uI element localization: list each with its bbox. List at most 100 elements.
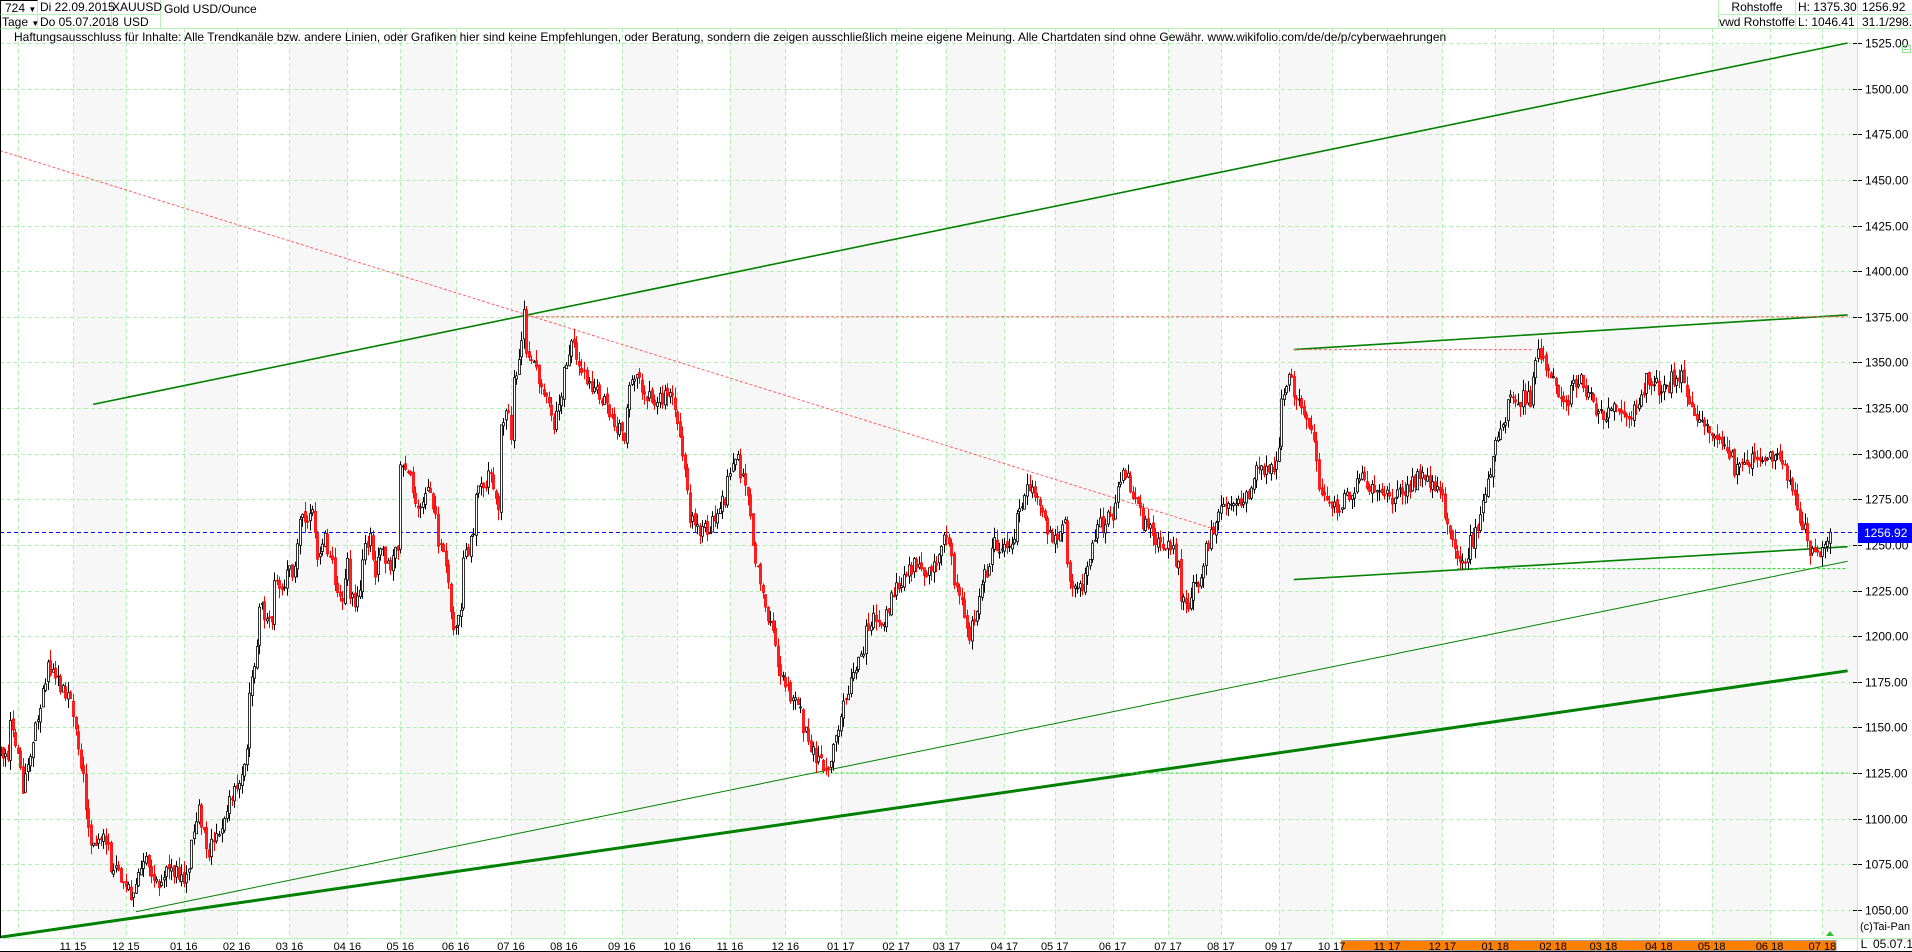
candle-up	[1217, 511, 1220, 523]
candle-down	[434, 505, 437, 515]
candle-up	[1494, 439, 1497, 456]
candle-down	[14, 732, 17, 747]
candle-down	[764, 594, 767, 608]
candle-up	[1177, 561, 1180, 569]
candle-up	[1026, 484, 1029, 497]
candle-down	[75, 716, 78, 730]
disclaimer-text: Haftungsausschluss für Inhalte: Alle Tre…	[14, 30, 1447, 44]
candle-up	[971, 620, 974, 642]
month-band	[1603, 45, 1659, 938]
candle-up	[1502, 424, 1505, 428]
candle-up	[1570, 385, 1573, 405]
price-tick-label: 1225.00	[1865, 585, 1909, 599]
candle-up	[1255, 465, 1258, 481]
candle-down	[1310, 425, 1313, 431]
candle-up	[424, 493, 427, 505]
candle-down	[784, 677, 787, 688]
candle-up	[364, 543, 367, 561]
candle-up	[1242, 501, 1245, 505]
candle-down	[304, 511, 307, 523]
candle-up	[1821, 547, 1824, 557]
candle-down	[948, 537, 951, 545]
candle-down	[1124, 470, 1127, 479]
month-label: 01 18	[1481, 941, 1509, 952]
candle-down	[437, 513, 440, 547]
candle-up	[1283, 394, 1286, 400]
candle-up	[799, 706, 802, 709]
candle-down	[1648, 372, 1651, 385]
month-label: 04 17	[991, 941, 1019, 952]
candle-up	[782, 675, 785, 678]
trendlines	[0, 42, 1857, 939]
candle-down	[1816, 549, 1819, 553]
candle-down	[767, 606, 770, 622]
candle-down	[1388, 492, 1391, 497]
trendline	[92, 42, 1848, 406]
candle-up	[346, 557, 349, 581]
candle-up	[588, 381, 591, 384]
candle-up	[475, 494, 478, 536]
candle-down	[1441, 489, 1444, 496]
candle-down	[1691, 401, 1694, 408]
candle-down	[326, 533, 329, 555]
candle-down	[1711, 433, 1714, 436]
candle-down	[915, 559, 918, 569]
candle-down	[1368, 485, 1371, 492]
candle-up	[830, 760, 833, 768]
candle-up	[1776, 453, 1779, 456]
candle-up	[190, 839, 193, 869]
candle-down	[1134, 497, 1137, 499]
candle-up	[1237, 498, 1240, 504]
candle-up	[565, 364, 568, 369]
price-tick-label: 1300.00	[1865, 448, 1909, 462]
candle-down	[495, 490, 498, 500]
month-label: 12 16	[772, 941, 800, 952]
candle-up	[163, 877, 166, 881]
candle-down	[1454, 539, 1457, 550]
candle-up	[1600, 409, 1603, 411]
interval-selector[interactable]: Tage ▼	[0, 15, 39, 29]
candle-down	[1102, 516, 1105, 533]
candle-down	[535, 360, 538, 368]
candle-down	[1373, 484, 1376, 492]
month-label: 09 16	[608, 941, 636, 952]
candle-up	[1680, 370, 1683, 384]
candle-up	[1275, 460, 1278, 470]
candle-up	[462, 557, 465, 609]
candle-up	[233, 786, 236, 802]
candle-down	[759, 563, 762, 585]
candle-up	[251, 676, 254, 696]
bars-selector[interactable]: 724 ▼	[0, 0, 38, 15]
candle-up	[1288, 374, 1291, 386]
candle-up	[696, 524, 699, 527]
copyright: (c)Tai-Pan	[1860, 921, 1911, 933]
collapse-icon[interactable]	[1902, 45, 1911, 53]
month-label: 07 17	[1154, 941, 1182, 952]
candle-down	[676, 411, 679, 425]
candle-up	[1743, 462, 1746, 465]
current-price-label: 1256.92	[1858, 522, 1912, 543]
candle-up	[1461, 560, 1464, 564]
scale-mode-button[interactable]: L	[1860, 937, 1868, 951]
candle-down	[1336, 499, 1339, 513]
candle-down	[671, 392, 674, 396]
candle-up	[1587, 392, 1590, 398]
candle-down	[1056, 533, 1059, 540]
candle-up	[361, 559, 364, 592]
candle-up	[356, 595, 359, 608]
candle-up	[193, 831, 196, 840]
candle-up	[857, 656, 860, 670]
candle-down	[1786, 465, 1789, 481]
candle-down	[968, 626, 971, 641]
month-label: 05 17	[1041, 941, 1069, 952]
candle-up	[1094, 539, 1097, 542]
candle-down	[85, 773, 88, 811]
candle-down	[1187, 602, 1190, 610]
candle-down	[1290, 374, 1293, 378]
candle-down	[528, 351, 531, 358]
candle-down	[1529, 390, 1532, 407]
candle-down	[440, 543, 443, 545]
candle-up	[1489, 474, 1492, 478]
candle-up	[1479, 514, 1482, 531]
